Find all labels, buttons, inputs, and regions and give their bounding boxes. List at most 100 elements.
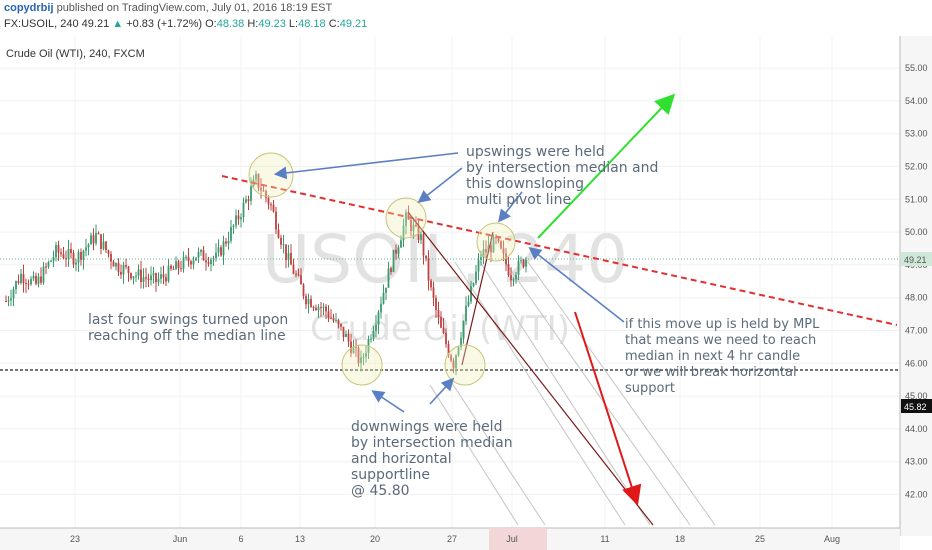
- annotation-mpl: if this move up is held by MPL that mean…: [625, 317, 824, 396]
- candle-body: [410, 219, 412, 232]
- candle-body: [105, 241, 107, 251]
- price-tick-label: 52.00: [905, 162, 928, 172]
- candle-body: [80, 251, 82, 260]
- candle-body: [140, 269, 142, 282]
- candle-body: [510, 275, 512, 281]
- candle-body: [492, 236, 495, 253]
- candle-body: [260, 187, 262, 191]
- time-tick-label: Aug: [824, 534, 840, 544]
- candle-body: [292, 264, 295, 274]
- candle-body: [470, 286, 472, 302]
- candle-body: [205, 260, 207, 263]
- arrow-mpl: [528, 247, 625, 323]
- candle-body: [435, 297, 437, 310]
- candle-body: [480, 257, 482, 261]
- swing-high-circle-2[interactable]: [385, 197, 427, 239]
- candle-body: [257, 173, 260, 188]
- candle-body: [265, 191, 267, 198]
- low-value: 48.18: [298, 18, 326, 30]
- price-tick-label: 45.00: [905, 391, 928, 401]
- candle-body: [95, 233, 97, 244]
- candle-body: [397, 247, 400, 254]
- candle-body: [115, 263, 117, 267]
- swing-high-circle-3[interactable]: [476, 222, 516, 262]
- bearish-target-arrow[interactable]: [574, 311, 642, 506]
- candle-body: [12, 289, 15, 299]
- median-trend-line[interactable]: [221, 175, 898, 326]
- price-tick-label: 42.00: [905, 490, 928, 500]
- candle-body: [267, 197, 270, 205]
- pitchfork-median-line[interactable]: [407, 211, 654, 526]
- candle-body: [147, 278, 150, 281]
- candle-body: [107, 250, 110, 255]
- candle-body: [237, 215, 240, 220]
- bullish-target-arrow[interactable]: [537, 93, 676, 239]
- candle-body: [307, 298, 310, 305]
- candle-body: [225, 241, 227, 244]
- candle-body: [280, 237, 282, 245]
- candle-body: [455, 355, 457, 369]
- pitchfork-handle-line[interactable]: [461, 231, 494, 366]
- price-axis[interactable]: [900, 36, 932, 536]
- candle-body: [172, 268, 175, 270]
- candle-body: [347, 333, 350, 342]
- candle-body: [315, 307, 317, 310]
- swing-low-circle-1[interactable]: [341, 344, 383, 386]
- candle-body: [467, 301, 470, 306]
- candle-body: [362, 356, 365, 358]
- candle-body: [210, 259, 212, 265]
- time-tick-label: 20: [370, 534, 380, 544]
- ohlc-line: FX:USOIL, 240 49.21 ▲ +0.83 (+1.72%) O:4…: [4, 18, 367, 30]
- candle-body: [180, 268, 182, 270]
- candle-body: [117, 263, 120, 272]
- grid: [0, 36, 900, 528]
- price-tick-label: 43.00: [905, 457, 928, 467]
- candle-body: [335, 319, 337, 321]
- high-label: H:: [247, 18, 259, 30]
- time-axis-highlight: [489, 528, 547, 550]
- candle-body: [75, 262, 77, 265]
- candle-body: [102, 241, 105, 249]
- candle-body: [485, 249, 487, 253]
- candle-body: [215, 252, 217, 259]
- candle-body: [272, 204, 275, 212]
- candle-body: [402, 225, 405, 241]
- price-tick-label: 44.00: [905, 424, 928, 434]
- candle-body: [385, 287, 387, 293]
- last-price-badge: [901, 252, 932, 266]
- candle-body: [245, 199, 247, 203]
- candle-body: [387, 268, 390, 288]
- candle-body: [320, 307, 322, 309]
- open-value: 48.38: [216, 18, 245, 30]
- candle-body: [322, 306, 325, 309]
- price-chart[interactable]: USOIL, 240 Crude Oil (WTI) Crude Oil (WT…: [0, 36, 932, 550]
- candle-body: [92, 235, 95, 244]
- time-tick-label: 23: [70, 534, 80, 544]
- candle-body: [327, 311, 330, 318]
- candle-body: [380, 303, 382, 313]
- candle-body: [325, 306, 327, 312]
- candle-body: [232, 225, 235, 227]
- swing-high-circle-1[interactable]: [248, 152, 294, 198]
- support-price-badge: [901, 399, 932, 413]
- time-axis[interactable]: [0, 528, 900, 550]
- candle-body: [185, 256, 187, 258]
- candles: [5, 170, 527, 375]
- candle-body: [432, 287, 435, 298]
- candle-body: [437, 309, 440, 317]
- candle-body: [465, 305, 467, 322]
- candle-body: [395, 249, 397, 254]
- candle-body: [212, 258, 215, 260]
- candle-body: [207, 262, 210, 265]
- candle-body: [17, 281, 20, 284]
- candle-body: [355, 347, 357, 349]
- candle-body: [27, 283, 30, 285]
- candle-body: [55, 245, 57, 258]
- candle-body: [155, 273, 157, 283]
- price-tick-label: 54.00: [905, 96, 928, 106]
- candle-body: [375, 324, 377, 332]
- swing-low-circle-2[interactable]: [444, 344, 486, 386]
- candle-body: [65, 258, 67, 260]
- candle-body: [452, 360, 455, 369]
- author-name[interactable]: copydrbij: [4, 2, 54, 14]
